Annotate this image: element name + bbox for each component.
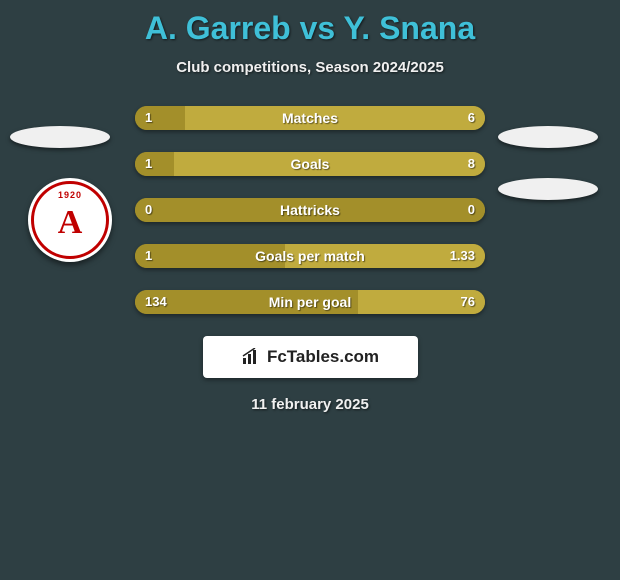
- stat-row: Min per goal134 76: [135, 290, 485, 314]
- stat-label: Goals: [135, 152, 485, 176]
- stat-row: Goals1 8: [135, 152, 485, 176]
- stat-label: Min per goal: [135, 290, 485, 314]
- page-subtitle: Club competitions, Season 2024/2025: [0, 59, 620, 76]
- stat-row: Hattricks0 0: [135, 198, 485, 222]
- page-title: A. Garreb vs Y. Snana: [0, 0, 620, 47]
- stat-row: Matches1 6: [135, 106, 485, 130]
- club-badge: 1920 A: [28, 178, 112, 262]
- stat-row: Goals per match1 1.33: [135, 244, 485, 268]
- stat-value-left: 1: [145, 152, 152, 176]
- brand-badge[interactable]: FcTables.com: [203, 336, 418, 378]
- stat-value-left: 0: [145, 198, 152, 222]
- stat-value-right: 6: [468, 106, 475, 130]
- club-badge-year: 1920: [58, 190, 82, 200]
- stat-value-right: 76: [461, 290, 475, 314]
- stat-value-left: 1: [145, 106, 152, 130]
- player-photo-placeholder: [10, 126, 110, 148]
- player-photo-placeholder: [498, 126, 598, 148]
- stats-container: Matches16Goals18Hattricks00Goals per mat…: [135, 106, 485, 314]
- stat-value-right: 1.33: [450, 244, 475, 268]
- stat-label: Hattricks: [135, 198, 485, 222]
- stat-value-left: 1: [145, 244, 152, 268]
- club-badge-letter: A: [58, 206, 83, 240]
- stat-value-left: 134: [145, 290, 167, 314]
- stat-value-right: 8: [468, 152, 475, 176]
- bar-chart-icon: [241, 348, 263, 366]
- player-photo-placeholder: [498, 178, 598, 200]
- stat-label: Goals per match: [135, 244, 485, 268]
- brand-text: FcTables.com: [267, 347, 379, 367]
- page-date: 11 february 2025: [0, 396, 620, 413]
- stat-value-right: 0: [468, 198, 475, 222]
- stat-label: Matches: [135, 106, 485, 130]
